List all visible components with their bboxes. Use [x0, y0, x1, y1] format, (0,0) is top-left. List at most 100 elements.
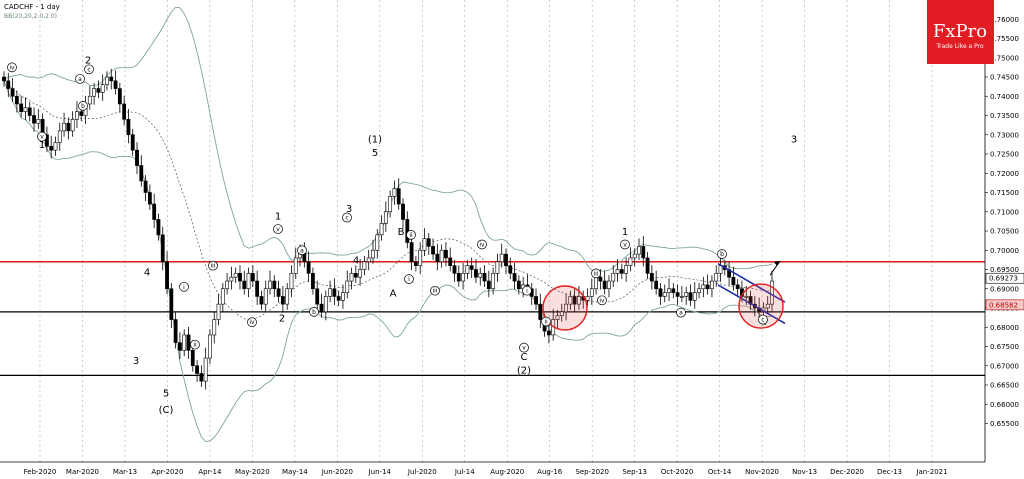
annotations: 21435(C)1234(1)5BAC(2)123ivvacbiiiiiiivv…	[7, 56, 797, 416]
wave-label: 3	[791, 134, 797, 145]
price-tick-label: 0.74000	[990, 93, 1019, 101]
circled-label: iv	[599, 297, 605, 304]
lower-band	[3, 80, 773, 442]
price-tick-label: 0.70500	[990, 228, 1019, 236]
candle-up	[679, 296, 684, 298]
circled-label: v	[40, 134, 44, 141]
candle-up	[465, 265, 470, 274]
date-label: Feb-2020	[24, 468, 57, 476]
candle-down	[165, 261, 169, 290]
date-label: Jun-14	[368, 468, 392, 476]
wave-label: 1	[39, 140, 45, 151]
circled-label: i	[408, 276, 410, 283]
candle-down	[49, 146, 54, 151]
wave-label: (1)	[368, 134, 382, 145]
candle-up	[383, 211, 388, 224]
candle-down	[572, 296, 577, 305]
candle-up	[577, 296, 581, 305]
candle-up	[615, 269, 620, 274]
circled-label-ring	[179, 281, 189, 292]
target-arrow-head	[774, 261, 780, 267]
candle-up	[632, 253, 637, 259]
wave-label: 2	[85, 56, 91, 67]
candle-down	[504, 253, 508, 266]
circled-label: v	[522, 345, 526, 352]
candle-down	[336, 296, 341, 301]
circled-label-ring	[541, 316, 551, 327]
candle-up	[714, 273, 719, 282]
date-label: Sep-13	[622, 468, 647, 476]
date-label: Apr-14	[198, 468, 222, 476]
candle-up	[744, 296, 749, 298]
circled-label: i	[183, 284, 185, 291]
circled-label: iv	[9, 64, 15, 71]
date-label: Oct-2020	[661, 468, 693, 476]
candle-down	[14, 95, 19, 105]
circled-label-ring	[7, 62, 17, 73]
highlight-circle	[542, 285, 588, 331]
candle-up	[92, 88, 97, 97]
candle-down	[10, 88, 15, 97]
candle-down	[27, 107, 32, 116]
candle-up	[692, 292, 697, 301]
candle-down	[456, 273, 461, 282]
support-price-badge: 0.68582	[989, 301, 1018, 309]
candle-up	[495, 261, 500, 274]
logo-tagline: Trade Like a Pro	[935, 43, 984, 50]
candle-down	[190, 350, 195, 367]
candle-up	[662, 292, 667, 297]
candle-down	[276, 288, 281, 297]
circled-label-ring	[404, 274, 414, 284]
candle-down	[401, 203, 405, 220]
candle-up	[559, 311, 564, 317]
candle-down	[598, 276, 603, 282]
candle-up	[87, 95, 92, 105]
candle-down	[280, 296, 285, 305]
candle-up	[478, 273, 483, 278]
candle-down	[152, 203, 157, 220]
circled-label: a	[78, 76, 82, 83]
candle-up	[439, 249, 444, 263]
candle-up	[611, 273, 616, 282]
wave-label: 1	[622, 227, 628, 238]
logo-background	[927, 0, 994, 64]
wave-label: 3	[133, 356, 139, 367]
circled-label-ring	[406, 230, 416, 240]
candle-up	[628, 257, 633, 266]
circled-label-ring	[620, 239, 630, 250]
circled-label: iii	[432, 288, 437, 295]
candle-up	[36, 119, 41, 124]
candle-down	[178, 342, 182, 351]
candle-up	[246, 273, 251, 290]
candle-down	[126, 119, 131, 136]
candle-down	[66, 122, 71, 132]
date-label: Oct-14	[708, 468, 732, 476]
candle-up	[366, 257, 371, 263]
candle-up	[212, 319, 217, 336]
indicator-label: BB(20,20,2.0,2.0)	[4, 13, 57, 20]
candle-down	[332, 288, 337, 297]
candle-up	[289, 273, 294, 290]
price-tick-label: 0.74500	[990, 74, 1019, 82]
wave-label: (2)	[517, 365, 531, 376]
date-label: Nov-13	[792, 468, 817, 476]
candle-down	[135, 149, 139, 166]
candle-down	[534, 296, 538, 305]
circled-label-ring	[758, 314, 768, 325]
candle-down	[508, 265, 513, 274]
circled-label-ring	[247, 317, 257, 328]
circled-label-ring	[477, 239, 487, 250]
circled-label: iii	[593, 270, 598, 277]
candle-down	[250, 273, 255, 282]
candle-up	[637, 246, 641, 255]
circled-label-ring	[37, 131, 47, 142]
price-axis: 0.76000 0.75500 0.75000 0.74500 0.74000 0.735…	[984, 0, 1024, 462]
circled-label-ring	[430, 285, 440, 296]
candle-down	[139, 165, 144, 182]
circled-label-ring	[190, 339, 200, 350]
price-tick-label: 0.65500	[990, 420, 1019, 428]
candle-down	[486, 280, 491, 290]
circled-label: c	[87, 66, 90, 73]
highlight-circle	[738, 283, 784, 329]
